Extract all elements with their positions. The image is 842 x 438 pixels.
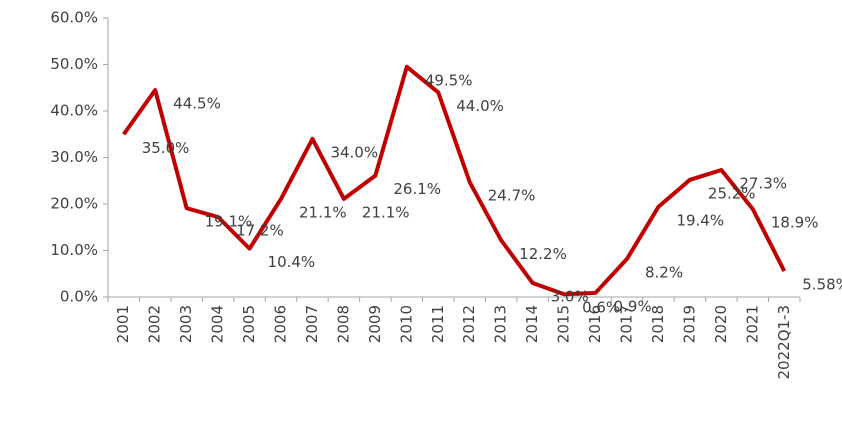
y-tick-label: 50.0% (50, 55, 98, 73)
value-label: 19.4% (676, 211, 724, 229)
x-tick-label: 2017 (618, 305, 636, 343)
value-label: 21.1% (362, 203, 410, 221)
value-label: 25.2% (708, 184, 756, 202)
value-label: 8.2% (645, 263, 683, 281)
x-tick-label: 2002 (146, 305, 164, 343)
x-tick-label: 2014 (523, 305, 541, 343)
x-tick-label: 2013 (492, 305, 510, 343)
value-label: 18.9% (771, 214, 819, 232)
value-label: 49.5% (425, 71, 473, 89)
value-label: 44.0% (456, 97, 504, 115)
value-label: 3.0% (551, 288, 589, 306)
x-tick-label: 2004 (209, 305, 227, 343)
x-tick-label: 2011 (429, 305, 447, 343)
x-tick-label: 2015 (555, 305, 573, 343)
x-tick-label: 2003 (177, 305, 195, 343)
x-tick-label: 2018 (649, 305, 667, 343)
x-tick-label: 2016 (586, 305, 604, 343)
value-label: 10.4% (268, 253, 316, 271)
y-tick-label: 10.0% (50, 241, 98, 259)
x-tick-label: 2007 (303, 305, 321, 343)
value-label: 27.3% (739, 175, 787, 193)
x-tick-label: 2019 (680, 305, 698, 343)
x-tick-label: 2010 (397, 305, 415, 343)
x-tick-label: 2021 (743, 305, 761, 343)
value-label: 44.5% (173, 95, 221, 113)
y-tick-label: 40.0% (50, 102, 98, 120)
x-tick-label: 2008 (334, 305, 352, 343)
line (122, 64, 787, 297)
x-tick-label: 2020 (712, 305, 730, 343)
x-tick-label: 2022Q1-3 (775, 305, 793, 379)
y-tick-label: 20.0% (50, 195, 98, 213)
value-label: 5.58% (802, 276, 842, 294)
value-label: 17.2% (236, 222, 284, 240)
y-tick-label: 0.0% (60, 288, 98, 306)
value-label: 35.0% (142, 139, 190, 157)
value-label: 12.2% (519, 245, 567, 263)
value-label: 19.1% (205, 213, 253, 231)
value-label: 0.6% (582, 299, 620, 317)
value-label: 34.0% (330, 143, 378, 161)
x-tick-label: 2001 (114, 305, 132, 343)
x-tick-label: 2006 (272, 305, 290, 343)
y-tick-label: 60.0% (50, 9, 98, 27)
value-label: 21.1% (299, 203, 347, 221)
value-label: 24.7% (488, 187, 536, 205)
value-label: 26.1% (393, 180, 441, 198)
x-tick-label: 2012 (460, 305, 478, 343)
x-tick-label: 2005 (240, 305, 258, 343)
value-label: 0.9% (614, 297, 652, 315)
y-tick-label: 30.0% (50, 148, 98, 166)
x-tick-label: 2009 (366, 305, 384, 343)
